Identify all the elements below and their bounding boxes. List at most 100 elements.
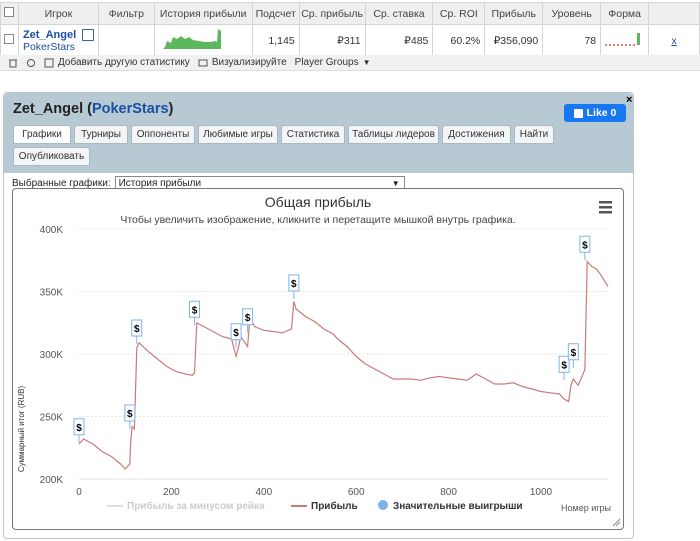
avg-profit-value: ₽311 xyxy=(298,24,366,57)
facebook-like-button[interactable]: Like 0 xyxy=(564,104,626,122)
col-history[interactable]: История прибыли xyxy=(153,2,253,25)
form-mini-chart xyxy=(605,33,641,46)
visualize-icon xyxy=(198,59,208,66)
big-win-marker[interactable]: $ xyxy=(567,343,579,368)
y-tick-label: 350K xyxy=(40,288,64,299)
chart-legend: Прибыль за минусом рейка Прибыль Значите… xyxy=(107,500,523,512)
x-tick-label: 200 xyxy=(163,487,180,498)
chart-container[interactable]: Общая прибыль Чтобы увеличить изображени… xyxy=(12,188,624,530)
chart-title: Общая прибыль xyxy=(265,194,371,210)
delete-icon[interactable] xyxy=(8,58,18,68)
big-win-marker[interactable]: $ xyxy=(124,404,136,429)
col-filter[interactable]: Фильтр xyxy=(97,2,155,25)
tab-leaderboards[interactable]: Таблицы лидеров xyxy=(348,125,439,144)
stats-table: Игрок Фильтр История прибыли Подсчет Ср.… xyxy=(0,2,700,57)
panel-title: Zet_Angel (PokerStars) xyxy=(13,101,174,117)
x-tick-label: 1000 xyxy=(530,487,553,498)
visualize-label: Визуализируйте xyxy=(211,57,287,68)
big-win-marker[interactable]: $ xyxy=(579,235,591,261)
big-win-marker[interactable]: $ xyxy=(131,319,143,344)
panel-site-link[interactable]: PokerStars xyxy=(91,101,169,117)
tab-charts[interactable]: Графики xyxy=(13,125,71,144)
big-win-marker[interactable]: $ xyxy=(288,274,300,299)
tab-tournaments[interactable]: Турниры xyxy=(74,125,128,144)
chart-select-label: Выбранные графики: xyxy=(12,177,111,189)
history-sparkline xyxy=(153,24,253,57)
svg-text:$: $ xyxy=(582,240,588,251)
chart-subtitle: Чтобы увеличить изображение, кликните и … xyxy=(120,214,515,226)
col-empty xyxy=(648,2,700,25)
refresh-icon[interactable] xyxy=(26,58,36,68)
remove-cell: x xyxy=(648,24,700,57)
player-panel: Zet_Angel (PokerStars) Like 0 × Графики … xyxy=(3,92,634,539)
legend-item-profit[interactable]: Прибыль xyxy=(291,500,358,512)
player-groups-dropdown[interactable]: Player Groups ▼ xyxy=(295,57,371,68)
svg-text:$: $ xyxy=(127,409,133,420)
legend-item-big-wins[interactable]: Значительные выигрыши xyxy=(378,500,523,512)
svg-text:$: $ xyxy=(561,360,567,371)
svg-text:$: $ xyxy=(192,305,198,316)
export-icon[interactable] xyxy=(81,29,94,41)
tab-find[interactable]: Найти xyxy=(514,125,554,144)
panel-header: Zet_Angel (PokerStars) Like 0 × Графики … xyxy=(4,93,633,173)
row-select-cell[interactable] xyxy=(0,24,19,57)
visualize-button[interactable]: Визуализируйте xyxy=(198,57,287,68)
add-stats-label: Добавить другую статистику xyxy=(58,57,190,68)
y-tick-label: 250K xyxy=(40,413,64,424)
player-groups-label: Player Groups xyxy=(294,57,359,68)
panel-close-icon[interactable]: × xyxy=(626,94,633,106)
row-checkbox[interactable] xyxy=(4,34,15,44)
big-win-marker[interactable]: $ xyxy=(242,308,254,333)
form-chart xyxy=(600,24,650,57)
y-axis-label: Суммарный итог (RUB) xyxy=(17,386,26,473)
chart-select-value: История прибыли xyxy=(118,177,202,189)
add-stats-icon xyxy=(44,58,54,67)
x-tick-label: 0 xyxy=(76,487,82,498)
avg-roi-value: 60.2% xyxy=(432,24,486,57)
like-label: Like 0 xyxy=(586,107,617,119)
legend-item-net[interactable]: Прибыль за минусом рейка xyxy=(107,500,265,512)
remove-row-link[interactable]: x xyxy=(671,34,677,47)
col-player[interactable]: Игрок xyxy=(17,2,99,25)
y-tick-label: 400K xyxy=(40,225,64,236)
col-count[interactable]: Подсчет xyxy=(251,2,300,25)
big-win-marker[interactable]: $ xyxy=(189,300,201,326)
add-stats-button[interactable]: Добавить другую статистику xyxy=(44,57,190,68)
tab-achievements[interactable]: Достижения xyxy=(442,125,511,144)
tab-opponents[interactable]: Оппоненты xyxy=(131,125,195,144)
filter-cell[interactable] xyxy=(97,24,155,57)
svg-text:$: $ xyxy=(76,423,82,434)
col-avg-roi[interactable]: Ср. ROI xyxy=(432,2,486,25)
svg-text:$: $ xyxy=(245,313,251,324)
select-all-header[interactable] xyxy=(0,2,19,25)
x-axis-label: Номер игры xyxy=(561,503,611,513)
x-tick-label: 600 xyxy=(348,487,365,498)
panel-player-name: Zet_Angel xyxy=(13,101,84,117)
col-avg-profit[interactable]: Ср. прибыль xyxy=(298,2,366,25)
site-link[interactable]: PokerStars xyxy=(22,40,75,53)
big-win-marker[interactable]: $ xyxy=(230,323,242,348)
col-profit[interactable]: Прибыль xyxy=(484,2,544,25)
level-value: 78 xyxy=(542,24,602,57)
select-arrow-icon: ▼ xyxy=(391,178,400,188)
legend-label-net: Прибыль за минусом рейка xyxy=(127,500,265,512)
tab-statistics[interactable]: Статистика xyxy=(281,125,345,144)
col-level[interactable]: Уровень xyxy=(542,2,602,25)
select-all-checkbox[interactable] xyxy=(4,7,15,17)
profit-chart[interactable]: Общая прибыль Чтобы увеличить изображени… xyxy=(13,189,623,529)
svg-text:$: $ xyxy=(291,279,297,290)
y-tick-label: 300K xyxy=(40,350,64,361)
svg-text:$: $ xyxy=(134,324,140,335)
x-tick-label: 400 xyxy=(255,487,272,498)
table-row: Zet_Angel PokerStars 1,145 ₽311 ₽485 60.… xyxy=(0,24,700,57)
big-win-marker[interactable]: $ xyxy=(73,418,85,443)
tab-publish[interactable]: Опубликовать xyxy=(13,147,90,166)
player-link[interactable]: Zet_Angel xyxy=(22,28,77,41)
big-win-marker[interactable]: $ xyxy=(558,355,570,381)
menu-icon[interactable] xyxy=(599,201,612,214)
chevron-down-icon: ▼ xyxy=(362,58,371,67)
resize-handle-icon[interactable] xyxy=(612,518,621,527)
col-form[interactable]: Форма xyxy=(600,2,650,25)
col-avg-stake[interactable]: Ср. ставка xyxy=(364,2,434,25)
tab-favorite-games[interactable]: Любимые игры xyxy=(198,125,278,144)
